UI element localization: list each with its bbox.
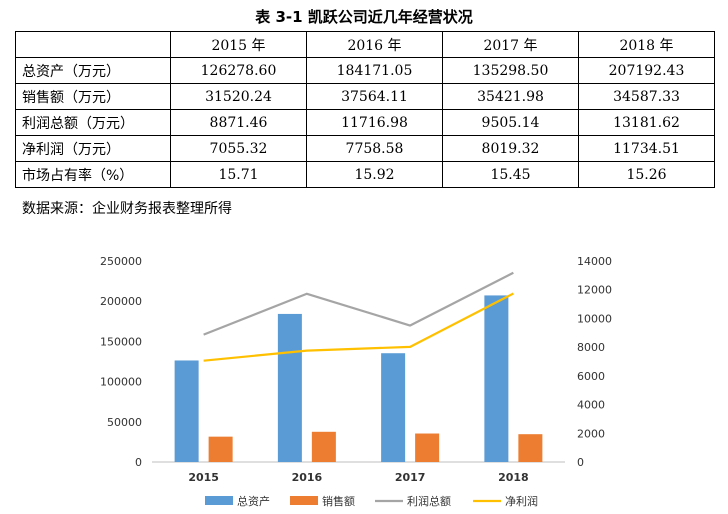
- table-cell: 8019.32: [442, 135, 579, 162]
- y-left-tick-label: 150000: [100, 335, 142, 348]
- row-label: 利润总额（万元）: [15, 109, 171, 136]
- year-header: 2015 年: [170, 31, 307, 58]
- table-cell: 11716.98: [306, 109, 443, 136]
- table-cell: 126278.60: [170, 57, 307, 84]
- y-left-tick-label: 0: [135, 456, 142, 469]
- table-cell: 7758.58: [306, 135, 443, 162]
- x-tick-label: 2018: [498, 471, 529, 484]
- table-cell: 15.26: [578, 161, 715, 188]
- year-header: 2018 年: [578, 31, 715, 58]
- row-label: 净利润（万元）: [15, 135, 171, 162]
- legend-swatch: [290, 496, 318, 505]
- y-left-tick-label: 50000: [107, 416, 142, 429]
- legend-label: 净利润: [505, 494, 538, 508]
- table-cell: 15.71: [170, 161, 307, 188]
- table-header-row: 2015 年 2016 年 2017 年 2018 年: [15, 31, 715, 58]
- y-right-tick-label: 0: [577, 456, 584, 469]
- line-net-profit: [203, 292, 514, 362]
- table-cell: 7055.32: [170, 135, 307, 162]
- table-cell: 135298.50: [442, 57, 579, 84]
- table-cell: 35421.98: [442, 83, 579, 110]
- y-right-tick-label: 12000: [577, 284, 612, 297]
- legend-label: 利润总额: [407, 494, 451, 508]
- y-right-tick-label: 14000: [577, 255, 612, 268]
- x-tick-label: 2017: [395, 471, 426, 484]
- bar-total-assets: [174, 360, 199, 462]
- legend-swatch: [205, 496, 233, 505]
- table-cell: 9505.14: [442, 109, 579, 136]
- table-title: 表 3-1 凯跃公司近几年经营状况: [255, 8, 473, 26]
- year-header: 2017 年: [442, 31, 579, 58]
- line-total-profit: [203, 271, 514, 336]
- bar-total-assets: [381, 353, 406, 462]
- table-corner-cell: [15, 31, 171, 58]
- bar-sales: [415, 433, 440, 462]
- table-cell: 13181.62: [578, 109, 715, 136]
- table-cell: 37564.11: [306, 83, 443, 110]
- y-left-tick-label: 250000: [100, 255, 142, 268]
- x-tick-label: 2015: [188, 471, 219, 484]
- bar-total-assets: [484, 295, 509, 462]
- x-tick-label: 2016: [292, 471, 323, 484]
- bar-sales: [311, 431, 336, 462]
- table-cell: 207192.43: [578, 57, 715, 84]
- y-left-tick-label: 100000: [100, 376, 142, 389]
- row-label: 市场占有率（%）: [15, 161, 171, 188]
- y-right-tick-label: 6000: [577, 370, 605, 383]
- table-row: 市场占有率（%） 15.71 15.92 15.45 15.26: [15, 161, 715, 188]
- y-right-tick-label: 10000: [577, 312, 612, 325]
- bar-total-assets: [277, 313, 302, 462]
- table-cell: 11734.51: [578, 135, 715, 162]
- y-right-tick-label: 8000: [577, 341, 605, 354]
- table-cell: 31520.24: [170, 83, 307, 110]
- data-source-note: 数据来源：企业财务报表整理所得: [22, 201, 232, 217]
- table-cell: 8871.46: [170, 109, 307, 136]
- combo-chart: 0 50000 100000 150000 200000 250000 0 2000 4000 6…: [100, 255, 612, 508]
- row-label: 销售额（万元）: [15, 83, 171, 110]
- bar-sales: [518, 434, 543, 462]
- table-row: 净利润（万元） 7055.32 7758.58 8019.32 11734.51: [15, 135, 715, 162]
- y-right-tick-label: 2000: [577, 427, 605, 440]
- row-label: 总资产（万元）: [15, 57, 171, 84]
- table-cell: 184171.05: [306, 57, 443, 84]
- bar-sales: [208, 436, 233, 462]
- legend-label: 销售额: [322, 494, 355, 508]
- year-header: 2016 年: [306, 31, 443, 58]
- table-row: 销售额（万元） 31520.24 37564.11 35421.98 34587.33: [15, 83, 715, 110]
- table-row: 利润总额（万元） 8871.46 11716.98 9505.14 13181.62: [15, 109, 715, 136]
- table-cell: 34587.33: [578, 83, 715, 110]
- table-cell: 15.45: [442, 161, 579, 188]
- y-right-tick-label: 4000: [577, 399, 605, 412]
- table-cell: 15.92: [306, 161, 443, 188]
- business-table: 2015 年 2016 年 2017 年 2018 年 总资产（万元） 12627…: [15, 31, 715, 188]
- table-row: 总资产（万元） 126278.60 184171.05 135298.50 207192…: [15, 57, 715, 84]
- y-left-tick-label: 200000: [100, 295, 142, 308]
- legend-label: 总资产: [237, 494, 270, 508]
